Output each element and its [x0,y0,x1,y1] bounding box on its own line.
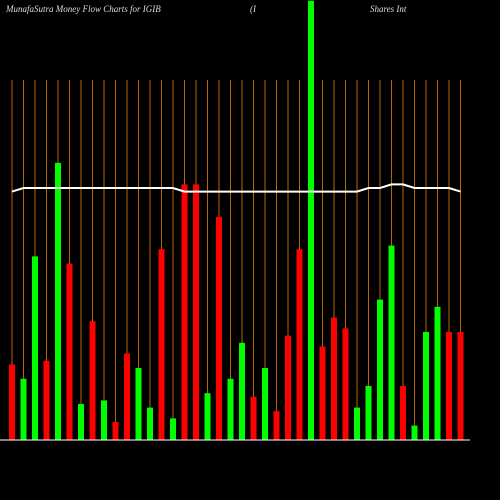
bar [308,0,314,441]
bar [43,360,50,440]
bar [457,332,464,440]
bar [181,184,188,440]
bar [273,411,280,440]
bar [354,407,360,440]
bar [331,317,337,440]
chart-subtitle: Shares Int [370,4,407,14]
bar [434,306,441,440]
bar [262,368,268,440]
chart-subtitle: (I [250,4,257,14]
bar [204,393,211,440]
bar [147,407,153,440]
bar [446,332,452,440]
bar [377,299,383,440]
bar [170,418,176,440]
bar [227,378,234,440]
bar [239,342,245,440]
bar [193,184,199,440]
bar [101,400,107,440]
bar [319,346,326,440]
bar [20,378,27,440]
bar [423,332,429,440]
bar [342,328,349,440]
bar [124,353,130,440]
bar [365,386,372,440]
money-flow-line [11,183,461,193]
bar [388,245,395,440]
bar [135,368,142,440]
bar [9,364,15,440]
bar [411,425,418,440]
bar [296,249,303,440]
bar [400,386,406,440]
bar [285,335,291,440]
bar [55,162,61,441]
bar [32,256,38,440]
bar [250,396,257,440]
bar [216,216,222,440]
bar [78,404,84,440]
bar [158,249,165,440]
bar [89,321,96,440]
bar [112,422,119,440]
bar [66,263,73,440]
chart-title: MunafaSutra Money Flow Charts for IGIB [5,4,161,14]
